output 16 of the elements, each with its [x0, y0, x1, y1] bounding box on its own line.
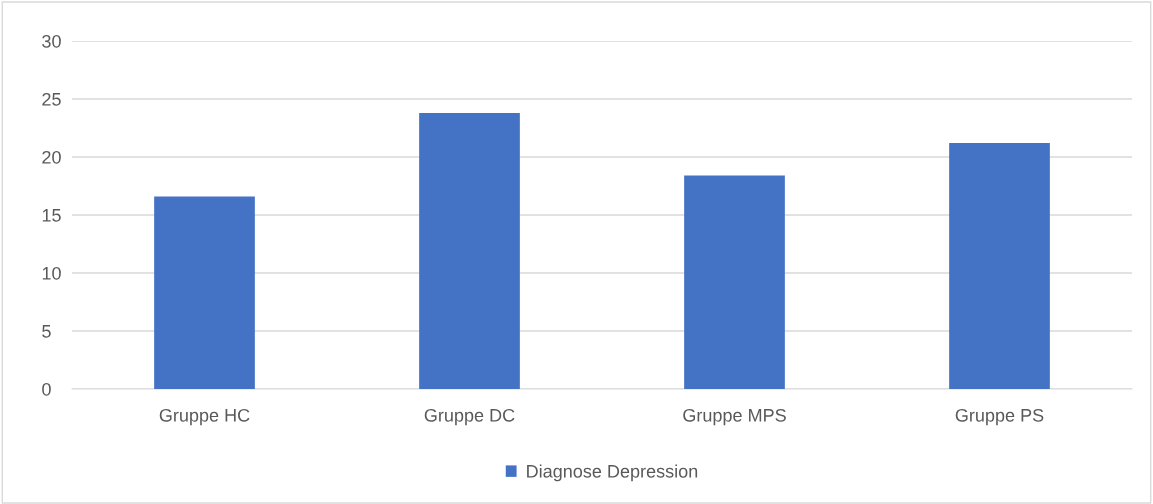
x-tick-label: Gruppe MPS [683, 408, 786, 426]
legend-label: Diagnose Depression [527, 464, 698, 482]
x-tick-label: Gruppe HC [159, 408, 250, 426]
y-tick-label: 5 [42, 325, 51, 338]
y-tick-label: 30 [42, 34, 61, 48]
x-tick-label: Gruppe DC [424, 408, 515, 426]
y-tick-label: 25 [42, 92, 61, 106]
bar [684, 175, 785, 389]
x-tick-label: Gruppe PS [955, 408, 1044, 426]
bar [949, 143, 1050, 389]
y-tick-label: 15 [42, 209, 61, 222]
y-tick-label: 10 [42, 266, 61, 280]
y-tick-label: 20 [42, 150, 61, 164]
bar [154, 196, 255, 389]
y-tick-label: 0 [42, 382, 51, 396]
bar [419, 112, 520, 389]
